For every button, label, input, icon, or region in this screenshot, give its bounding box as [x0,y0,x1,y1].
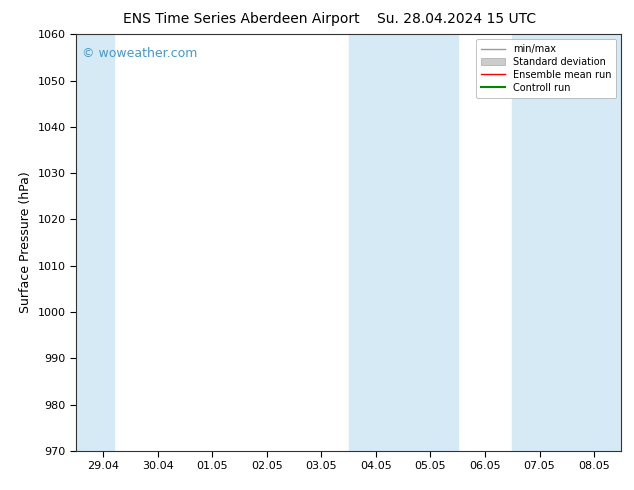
Text: © woweather.com: © woweather.com [82,47,197,60]
Bar [512,34,621,451]
Bar [76,34,114,451]
Legend: min/max, Standard deviation, Ensemble mean run, Controll run: min/max, Standard deviation, Ensemble me… [476,39,616,98]
Y-axis label: Surface Pressure (hPa): Surface Pressure (hPa) [19,172,32,314]
Text: Su. 28.04.2024 15 UTC: Su. 28.04.2024 15 UTC [377,12,536,26]
Text: ENS Time Series Aberdeen Airport: ENS Time Series Aberdeen Airport [122,12,359,26]
Bar [349,34,458,451]
